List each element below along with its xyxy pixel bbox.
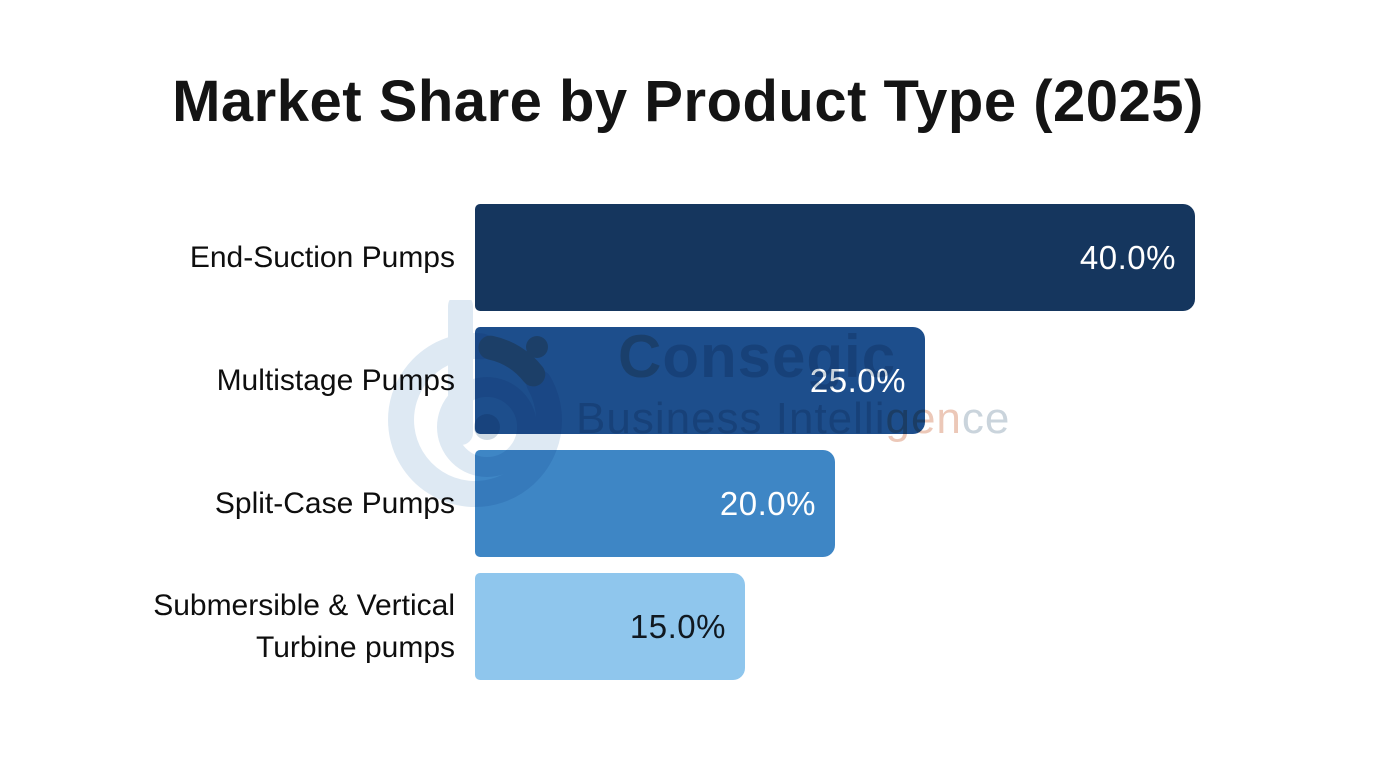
bar-value-label: 15.0% <box>629 607 726 645</box>
chart-row-submersible-vertical-turbine-pumps: Submersible & Vertical Turbine pumps 15.0… <box>0 573 1376 680</box>
bar-split-case-pumps: 20.0% <box>475 450 835 557</box>
chart-row-multistage-pumps: Multistage Pumps 25.0% <box>0 327 1376 434</box>
bar-end-suction-pumps: 40.0% <box>475 204 1195 311</box>
chart-row-end-suction-pumps: End-Suction Pumps 40.0% <box>0 204 1376 311</box>
category-label-end-suction-pumps: End-Suction Pumps <box>189 240 455 274</box>
bar-multistage-pumps: 25.0% <box>475 327 925 434</box>
bar-value-label: 20.0% <box>719 484 816 522</box>
bar-submersible-vertical-turbine-pumps: 15.0% <box>475 573 745 680</box>
category-label-multistage-pumps: Multistage Pumps <box>216 363 455 397</box>
bar-value-label: 25.0% <box>809 361 906 399</box>
chart-row-split-case-pumps: Split-Case Pumps 20.0% <box>0 450 1376 557</box>
category-label-submersible-vertical-turbine-pumps: Submersible & Vertical Turbine pumps <box>153 588 455 664</box>
bar-value-label: 40.0% <box>1079 238 1176 276</box>
category-label-split-case-pumps: Split-Case Pumps <box>214 486 455 520</box>
chart-title: Market Share by Product Type (2025) <box>172 69 1204 134</box>
